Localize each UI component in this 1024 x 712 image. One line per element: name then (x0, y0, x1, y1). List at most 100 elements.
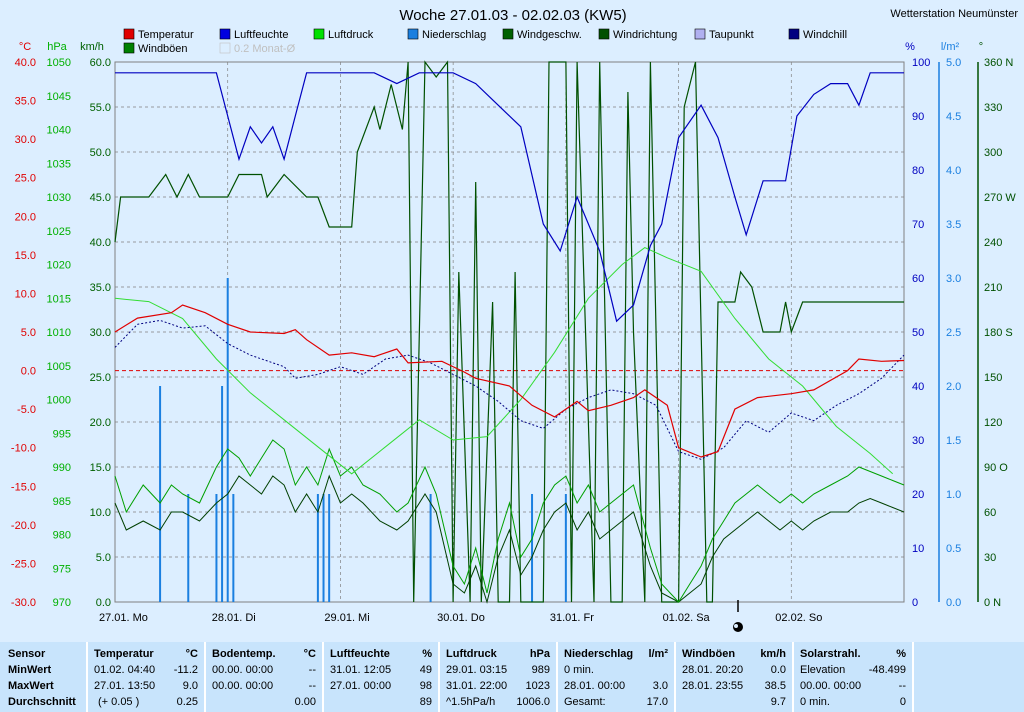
stats-gusts-min-val: 0.0 (770, 664, 786, 676)
stats-press-avg-val: 1006.0 (516, 696, 550, 708)
hum-tick-label: 80 (912, 165, 924, 177)
wind-tick-label: 5.0 (96, 552, 111, 564)
legend-swatch (313, 28, 325, 40)
temp-tick-label: 0.0 (21, 366, 36, 378)
dir-tick-label: 300 (984, 147, 1002, 159)
stats-solar-max-time: 00.00. 00:00 (800, 680, 862, 692)
legend-label: Niederschlag (422, 29, 486, 41)
temp-tick-label: -30.0 (11, 597, 36, 609)
legend-swatch (123, 42, 135, 54)
rain-tick-label: 2.5 (946, 327, 961, 339)
stats-gusts-max-val: 38.5 (764, 680, 786, 692)
temp-tick-label: 20.0 (15, 211, 36, 223)
wind-tick-label: 20.0 (90, 417, 111, 429)
stats-hum-max-time: 27.01. 00:00 (330, 680, 392, 692)
stats-temp-max-time: 27.01. 13:50 (94, 680, 156, 692)
rain-unit-label: l/m² (941, 41, 960, 53)
stats-temp-avg-note: (+ 0.05 ) (98, 696, 140, 708)
stats-ground-max-time: 00.00. 00:00 (212, 680, 274, 692)
press-tick-label: 1025 (47, 226, 71, 238)
stats-rain-column: Niederschlag l/m² 0 min. 28.01. 00:00 3.0 … (558, 642, 676, 712)
press-tick-label: 970 (53, 597, 71, 609)
stats-press-min-val: 989 (531, 664, 550, 676)
hum-tick-label: 30 (912, 435, 924, 447)
statistics-table: Sensor MinWert MaxWert Durchschnitt Temp… (0, 642, 1024, 712)
axes: 40.0 35.0 30.0 25.0 20.0 15.0 10.0 5.0 0.0 -5.0 -1… (11, 57, 1016, 609)
x-tick-label: 31.01. Fr (550, 612, 594, 624)
stats-hum-min-time: 31.01. 12:05 (330, 664, 392, 676)
legend-label: Windgeschw. (517, 29, 582, 41)
stats-solar-min-time: Elevation (800, 664, 846, 676)
stats-gusts-max-time: 28.01. 23:55 (682, 680, 744, 692)
dir-tick-label: 60 (984, 507, 996, 519)
dir-tick-label: 120 (984, 417, 1002, 429)
wind-speed-line (114, 474, 905, 604)
legend-swatch (123, 28, 135, 40)
rain-tick-label: 1.5 (946, 435, 961, 447)
dir-tick-label: 30 (984, 552, 996, 564)
temp-tick-label: 40.0 (15, 57, 36, 69)
stats-press-avg-note: ^1.5hPa/h (446, 696, 496, 708)
temp-tick-label: -10.0 (11, 443, 36, 455)
stats-rain-max-time: 28.01. 00:00 (564, 680, 626, 692)
legend-label: Windchill (803, 29, 847, 41)
stats-rain-avg-val: 17.0 (646, 696, 668, 708)
stats-gusts-column: Windböen km/h 28.01. 20:20 0.0 28.01. 23:5… (676, 642, 794, 712)
press-unit-label: hPa (47, 41, 67, 53)
stats-rain-max-val: 3.0 (652, 680, 668, 692)
stats-label-avg: Durchschnitt (8, 696, 76, 708)
press-tick-label: 990 (53, 462, 71, 474)
legend-label: Temperatur (138, 29, 194, 41)
legend-swatch (219, 28, 231, 40)
stats-temp-min-time: 01.02. 04:40 (94, 664, 156, 676)
wind-tick-label: 30.0 (90, 327, 111, 339)
legend-swatch (788, 28, 800, 40)
stats-hum-max-val: 98 (419, 680, 432, 692)
temp-tick-label: 30.0 (15, 134, 36, 146)
stats-pressure-column: Luftdruck hPa 29.01. 03:15 989 31.01. 22:0… (440, 642, 558, 712)
stats-hum-title: Luftfeuchte (330, 648, 390, 660)
stats-solar-avg-note: 0 min. (800, 696, 830, 708)
temp-tick-label: 5.0 (21, 327, 36, 339)
rain-tick-label: 0.0 (946, 597, 961, 609)
dir-tick-label: 240 (984, 237, 1002, 249)
stats-ground-unit: °C (303, 648, 316, 660)
dir-tick-label: 150 (984, 372, 1002, 384)
press-tick-label: 1015 (47, 293, 71, 305)
legend-label: Luftdruck (328, 29, 374, 41)
stats-temp-unit: °C (185, 648, 198, 660)
stats-sensor-column: Sensor MinWert MaxWert Durchschnitt (0, 642, 88, 712)
wind-tick-label: 25.0 (90, 372, 111, 384)
dir-tick-label: 0 N (984, 597, 1001, 609)
legend-label: 0.2 Monat-Ø (234, 43, 296, 55)
stats-solar-title: Solarstrahl. (800, 648, 861, 660)
wind-tick-label: 15.0 (90, 462, 111, 474)
stats-humidity-column: Luftfeuchte% 31.01. 12:05 49 27.01. 00:00… (324, 642, 440, 712)
stats-temp-avg-val: 0.25 (176, 696, 198, 708)
press-tick-label: 1000 (47, 395, 71, 407)
stats-solar-column: Solarstrahl.% Elevation -48.499 00.00. 00… (794, 642, 914, 712)
stats-rain-avg-note: Gesamt: (564, 696, 606, 708)
hum-tick-label: 100 (912, 57, 930, 69)
wind-tick-label: 45.0 (90, 192, 111, 204)
stats-ground-avg-val: 0.00 (294, 696, 316, 708)
wind-gust-line (114, 439, 905, 603)
legend-label: Windrichtung (613, 29, 677, 41)
dewpoint-line (114, 319, 905, 460)
hum-tick-label: 90 (912, 111, 924, 123)
wind-direction-line (114, 60, 904, 603)
moon-icon (733, 600, 743, 632)
legend-swatch (598, 28, 610, 40)
legend-swatch (502, 28, 514, 40)
stats-solar-avg-val: 0 (899, 696, 906, 708)
legend-label: Windböen (138, 43, 188, 55)
x-tick-label: 30.01. Do (437, 612, 485, 624)
dir-tick-label: 180 S (984, 327, 1013, 339)
hum-tick-label: 70 (912, 219, 924, 231)
hum-tick-label: 10 (912, 543, 924, 555)
rain-tick-label: 4.5 (946, 111, 961, 123)
station-name: Wetterstation Neumünster (890, 8, 1018, 20)
chart-title: Woche 27.01.03 - 02.02.03 (KW5) (399, 7, 626, 24)
rain-tick-label: 2.0 (946, 381, 961, 393)
press-tick-label: 1030 (47, 192, 71, 204)
